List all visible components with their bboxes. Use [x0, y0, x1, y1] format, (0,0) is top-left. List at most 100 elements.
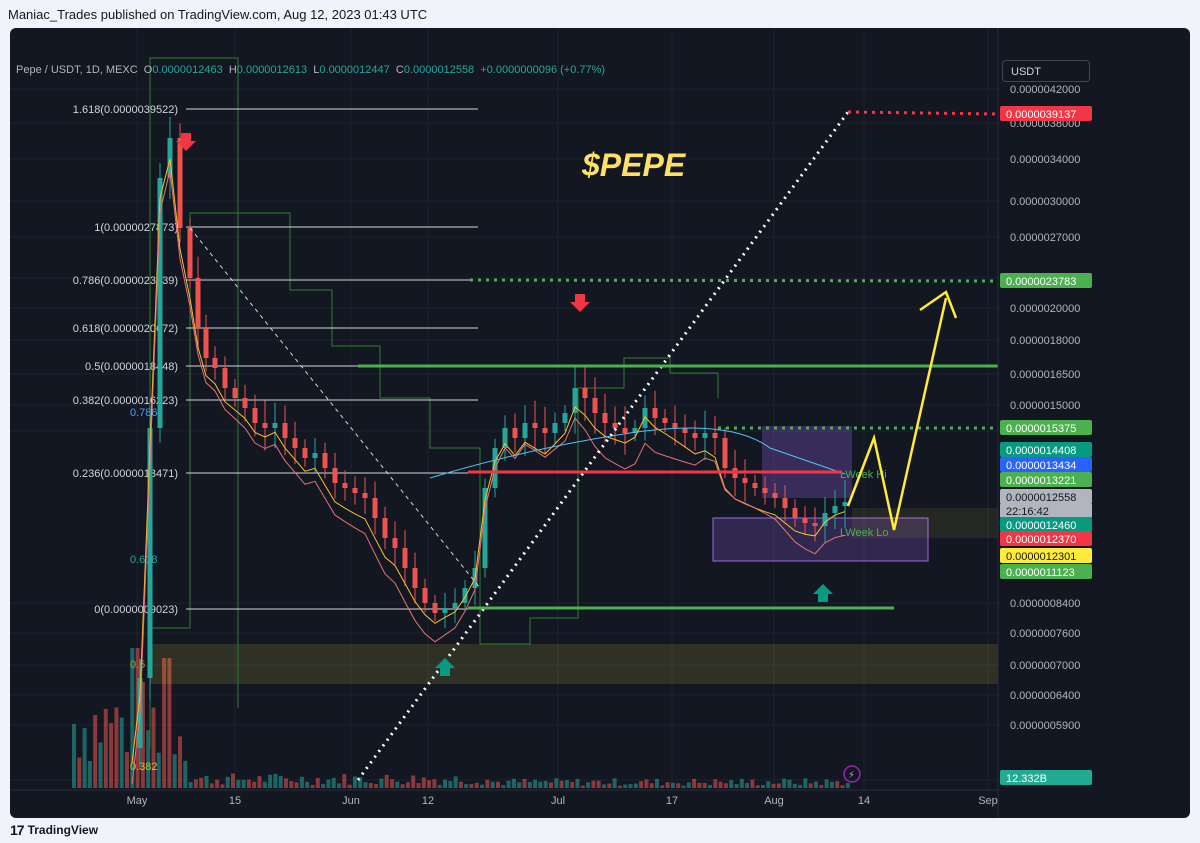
volume-bar	[580, 785, 585, 788]
volume-bar	[623, 784, 628, 788]
candle-body	[522, 423, 528, 438]
week-hi-box	[762, 426, 852, 498]
candle-body	[272, 423, 278, 428]
time-tick: 14	[858, 795, 870, 807]
volume-bar	[506, 780, 511, 788]
candle-body	[302, 448, 308, 458]
price-tag-bg	[1000, 442, 1092, 457]
volume-bar	[792, 783, 797, 788]
arrow-up-icon	[813, 584, 833, 602]
volume-bar	[130, 648, 135, 788]
ma-long	[429, 427, 846, 479]
time-tick: Jul	[551, 795, 565, 807]
week-lo-label: LWeek Lo	[840, 527, 889, 539]
candle-body	[802, 518, 808, 523]
volume-bar	[665, 782, 670, 788]
candle-body	[292, 438, 298, 448]
drawings[interactable]: ⚡ $PEPE	[176, 110, 999, 783]
tradingview-logo[interactable]: 17 TradingView	[10, 822, 98, 838]
low-value: 0.0000012447	[319, 64, 390, 76]
volume-bar	[776, 783, 781, 788]
volume-bar	[538, 781, 543, 788]
volume-bar	[220, 784, 225, 788]
side-fib-label: 0.5	[130, 659, 145, 671]
volume-bar	[262, 781, 267, 788]
price-tick: 0.0000016500	[1010, 369, 1080, 381]
volume-bar	[310, 784, 315, 788]
supply-zone	[852, 508, 998, 538]
volume-bar	[305, 781, 310, 788]
volume-bar	[93, 714, 98, 788]
volume-bar	[755, 785, 760, 788]
volume-bar	[474, 782, 479, 788]
volume-bar	[178, 736, 182, 788]
volume-bar	[347, 784, 352, 788]
ma-slow	[131, 170, 846, 785]
volume-bar	[140, 681, 145, 788]
price-tag: 0.0000012301	[1006, 551, 1076, 563]
demand-zone	[150, 644, 998, 684]
volume-bar	[559, 780, 564, 788]
chart-title: $PEPE	[581, 147, 687, 183]
volume-bar	[840, 785, 845, 788]
symbol-name[interactable]: Pepe / USDT, 1D, MEXC	[16, 64, 138, 76]
candle-body	[772, 493, 778, 498]
price-tag: 0.0000013221	[1006, 475, 1076, 487]
tv-logo-icon: 17	[10, 822, 25, 838]
volume-bar	[199, 777, 204, 788]
volume-bar	[469, 784, 474, 788]
price-tag: 12.332B	[1006, 773, 1047, 785]
price-tag: 0.0000012370	[1006, 534, 1076, 546]
time-tick: Aug	[764, 795, 784, 807]
high-value: 0.0000012613	[236, 64, 308, 76]
price-tag: 0.0000015375	[1006, 423, 1076, 435]
volume-bar	[421, 777, 426, 788]
arrow-down-icon	[176, 133, 196, 151]
volume-bar	[257, 776, 262, 788]
side-fib-label: 0.382	[130, 761, 158, 773]
lightning-icon	[843, 765, 861, 783]
price-tag-bg	[1000, 472, 1092, 487]
price-tags: 0.0000039137 0.0000023783 0.0000015375 0.00…	[1000, 106, 1092, 785]
candle-body	[177, 138, 183, 228]
price-tag: 0.0000013434	[1006, 460, 1076, 472]
candle-body	[592, 398, 598, 413]
chart-canvas[interactable]: LWeek Hi LWeek Lo 1.618(0.0000039522) 1(0.…	[10, 28, 1190, 818]
volume-bar	[628, 784, 633, 788]
currency-button[interactable]: USDT	[1002, 60, 1090, 82]
volume-bar	[723, 783, 728, 788]
volume-bar	[554, 778, 559, 788]
volume-bar	[368, 782, 373, 788]
volume-bar	[119, 717, 124, 788]
volume-bar	[527, 782, 532, 788]
volume-bar	[315, 777, 320, 788]
volume-bar	[607, 783, 612, 788]
candle-body	[412, 568, 418, 588]
volume-bar	[761, 784, 765, 788]
volume-bar	[278, 776, 283, 788]
volume-bar	[384, 774, 389, 788]
candle-body	[312, 453, 318, 458]
footer: 17 TradingView	[0, 818, 1200, 843]
volume-bar	[358, 777, 363, 788]
volume-bar	[729, 780, 734, 788]
volume-bar	[268, 774, 273, 788]
candle-body	[652, 408, 658, 418]
fib-diagonal	[189, 227, 481, 589]
candle-body	[752, 483, 758, 488]
volume-bar	[352, 776, 357, 788]
volume-bar	[299, 776, 304, 788]
candle-body	[352, 488, 358, 493]
volume-bar	[591, 780, 596, 788]
candle-body	[502, 428, 508, 448]
candle-body	[782, 498, 788, 508]
candle-body	[452, 603, 458, 608]
volume-bar	[82, 728, 87, 788]
candle-body	[632, 428, 638, 433]
candle-body	[203, 328, 209, 358]
volume-bar	[570, 781, 575, 788]
volume-bar	[798, 784, 803, 788]
volume-bar	[443, 779, 447, 788]
volume-bar	[702, 782, 707, 788]
candles	[137, 117, 848, 768]
